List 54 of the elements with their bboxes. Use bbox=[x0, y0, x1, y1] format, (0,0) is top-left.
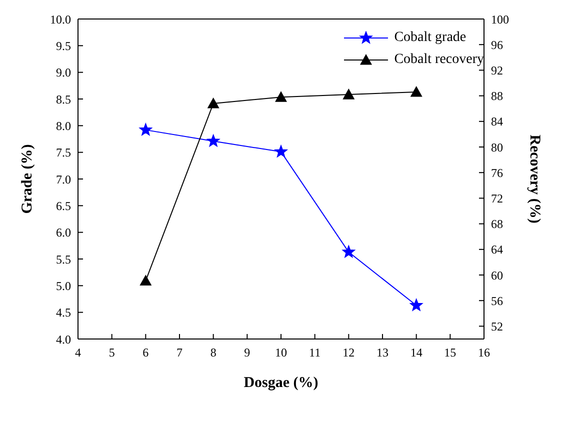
y-tick-label: 4.0 bbox=[56, 332, 71, 346]
y-axis-title: Grade (%) bbox=[19, 144, 36, 214]
x-tick-label: 4 bbox=[75, 346, 81, 360]
y2-tick-label: 88 bbox=[491, 89, 503, 104]
point bbox=[207, 97, 220, 108]
x-tick-label: 6 bbox=[142, 346, 149, 360]
x-tick-label: 8 bbox=[210, 346, 216, 360]
point bbox=[207, 134, 220, 146]
y2-tick-label: 80 bbox=[491, 140, 503, 154]
point bbox=[410, 86, 422, 97]
x-tick-label: 7 bbox=[176, 346, 182, 360]
y2-tick-label: 72 bbox=[491, 191, 503, 206]
point bbox=[139, 123, 152, 136]
y-tick-label: 9.5 bbox=[56, 38, 71, 53]
x-tick-label: 5 bbox=[108, 346, 115, 360]
point bbox=[140, 274, 152, 286]
y2-tick-label: 96 bbox=[491, 38, 503, 52]
point bbox=[274, 145, 288, 158]
point bbox=[342, 88, 355, 100]
legend-label: Cobalt recovery bbox=[394, 52, 484, 68]
y-tick-label: 4.5 bbox=[56, 306, 71, 320]
point bbox=[275, 91, 287, 102]
y2-tick-label: 56 bbox=[491, 294, 503, 308]
y2-tick-label: 68 bbox=[491, 217, 503, 232]
y2-axis-title: Recovery (%) bbox=[526, 134, 543, 224]
y2-tick-label: 52 bbox=[491, 319, 503, 334]
y2-tick-label: 76 bbox=[491, 166, 503, 180]
y-tick-label: 8.5 bbox=[56, 92, 71, 106]
y-tick-label: 8.0 bbox=[56, 118, 71, 133]
x-tick-label: 12 bbox=[342, 346, 355, 360]
y2-tick-label: 60 bbox=[491, 268, 503, 282]
x-tick-label: 15 bbox=[444, 346, 456, 360]
legend-label: Cobalt grade bbox=[394, 30, 466, 46]
x-tick-label: 11 bbox=[309, 346, 321, 360]
x-tick-label: 10 bbox=[275, 346, 287, 360]
y-tick-label: 10.0 bbox=[50, 12, 71, 26]
x-tick-label: 9 bbox=[244, 346, 250, 360]
y-tick-label: 6.0 bbox=[56, 226, 71, 240]
y-tick-label: 7.0 bbox=[56, 172, 71, 186]
x-axis-title: Dosgae (%) bbox=[244, 375, 318, 391]
x-tick-label: 16 bbox=[478, 346, 490, 360]
y-tick-label: 9.0 bbox=[56, 66, 71, 80]
y2-tick-label: 84 bbox=[491, 114, 503, 129]
x-tick-label: 13 bbox=[376, 346, 388, 360]
y2-tick-label: 64 bbox=[491, 242, 503, 257]
y-tick-label: 5.0 bbox=[56, 278, 71, 293]
y-tick-label: 7.5 bbox=[56, 146, 71, 160]
point bbox=[342, 246, 355, 258]
x-tick-label: 14 bbox=[410, 346, 422, 360]
y2-tick-label: 100 bbox=[491, 12, 509, 26]
point bbox=[410, 298, 423, 311]
y2-tick-label: 92 bbox=[491, 63, 503, 78]
y-tick-label: 5.5 bbox=[56, 252, 71, 266]
y-tick-label: 6.5 bbox=[56, 198, 71, 213]
